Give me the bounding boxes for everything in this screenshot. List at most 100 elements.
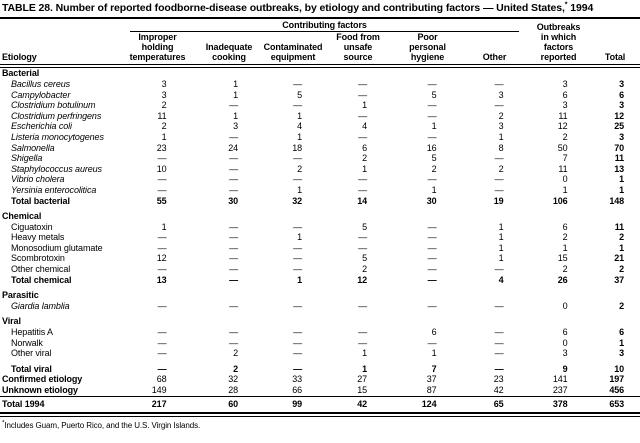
cell: [527, 285, 590, 301]
cell: 2: [233, 363, 238, 374]
cell: 148: [609, 195, 625, 206]
table-row: Clostridium perfringens 11 1 1— —2 11 12: [0, 111, 640, 122]
cell: 1: [562, 184, 568, 195]
cell: 60: [195, 395, 263, 413]
row-label: Salmonella: [11, 142, 55, 153]
cell: 65: [462, 395, 528, 413]
cell: —: [157, 300, 167, 311]
table-row: Ciguatoxin 1 — — 5 — 1 6 11: [0, 222, 640, 233]
cell: 0: [562, 300, 568, 311]
table-row: Giardia lamblia — — — — — — 0 2: [0, 301, 640, 312]
cell: 2: [431, 163, 437, 174]
cell: 3: [619, 348, 625, 359]
cell: 0: [562, 337, 568, 348]
cell: 1: [619, 242, 625, 253]
cell: —: [358, 327, 367, 338]
cell: 1: [619, 184, 625, 195]
cell: 1: [233, 78, 238, 89]
cell: 141: [552, 374, 568, 385]
cell: —: [358, 232, 367, 243]
table-row: Norwalk — — — — — — 0 1: [0, 338, 640, 349]
cell: —: [293, 264, 302, 275]
cell: 37: [614, 274, 625, 285]
cell: 1: [297, 131, 302, 142]
cell: 0: [562, 174, 568, 185]
cell: 2: [498, 163, 504, 174]
cell: 1: [233, 110, 238, 121]
cell: 15: [357, 385, 367, 396]
footnote-text: Includes Guam, Puerto Rico, and the U.S.…: [4, 420, 201, 430]
row-label: Viral: [2, 316, 21, 327]
row-label: Bacillus cereus: [11, 78, 71, 89]
contributing-factors-label: Contributing factors: [130, 19, 520, 32]
cell: [393, 206, 462, 222]
cell: 11: [157, 110, 167, 121]
cell: 50: [557, 142, 568, 153]
cell: 6: [562, 221, 568, 232]
header-col-total: Total: [590, 31, 640, 69]
cell: —: [494, 337, 504, 348]
cell: —: [229, 174, 238, 185]
table-row: Parasitic: [0, 285, 640, 301]
cell: —: [358, 300, 367, 311]
header-contributing-factors: Contributing factors: [120, 19, 527, 32]
cell: 32: [292, 195, 302, 206]
cell: —: [427, 274, 437, 285]
cell: —: [229, 337, 238, 348]
table-title-text: TABLE 28. Number of reported foodborne-d…: [2, 2, 565, 14]
cell: 10: [156, 163, 167, 174]
cell: 8: [498, 142, 504, 153]
cell: —: [427, 253, 437, 264]
cell: 12: [156, 253, 167, 264]
cell: 18: [292, 142, 302, 153]
cell: 1: [161, 131, 167, 142]
cell: [195, 311, 263, 327]
table-title-year: 1994: [567, 2, 594, 14]
cell: —: [358, 174, 367, 185]
cell: 11: [614, 153, 625, 164]
cell: 1: [498, 253, 504, 264]
cell: [120, 206, 195, 222]
cell: 12: [557, 121, 568, 132]
cell: 2: [233, 348, 238, 359]
cell: —: [358, 337, 367, 348]
cell: —: [229, 131, 238, 142]
row-label: Confirmed etiology: [2, 374, 83, 385]
cell: 5: [431, 89, 437, 100]
row-label: Unknown etiology: [2, 385, 78, 396]
cell: —: [157, 153, 167, 164]
cell: —: [157, 174, 167, 185]
cell: 25: [614, 121, 625, 132]
cell: [263, 206, 323, 222]
cell: —: [494, 300, 504, 311]
row-label: Clostridium perfringens: [11, 110, 102, 121]
cell: 2: [562, 131, 568, 142]
cell: —: [427, 174, 437, 185]
cell: —: [157, 184, 167, 195]
cell: 26: [557, 274, 568, 285]
cell: 456: [609, 385, 625, 396]
cell: [263, 311, 323, 327]
header-row-columns: Etiology Improper holding temperatures I…: [0, 31, 640, 69]
cell: —: [229, 163, 238, 174]
cell: 37: [426, 374, 437, 385]
row-label: Staphylococcus aureus: [11, 163, 102, 174]
row-label: Clostridium botulinum: [11, 100, 96, 111]
cell: [462, 311, 527, 327]
cell: 3: [619, 78, 625, 89]
cell: 1: [297, 110, 302, 121]
table-row: Confirmed etiology 68 32 33 27 37 23 141 197: [0, 374, 640, 385]
header-col-food-from-unsafe-source: Food from unsafe source: [323, 31, 393, 69]
cell: 5: [431, 153, 437, 164]
cell: 2: [498, 110, 504, 121]
footnote-marker: *: [2, 419, 5, 427]
cell: 3: [161, 78, 167, 89]
row-label: Parasitic: [2, 290, 39, 301]
cell: —: [358, 78, 367, 89]
cell: [195, 206, 263, 222]
cell: —: [157, 242, 167, 253]
cell: [120, 66, 195, 79]
cell: 217: [120, 395, 195, 413]
cell: 2: [362, 153, 367, 164]
cell: —: [293, 153, 302, 164]
